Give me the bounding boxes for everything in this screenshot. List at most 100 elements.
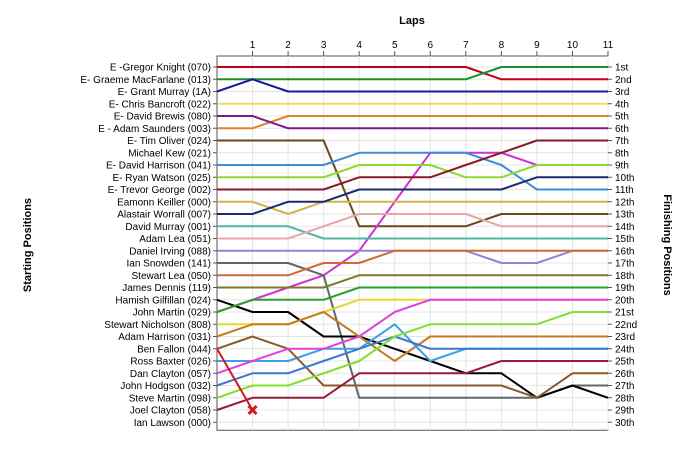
start-position-label: Daniel Irving (088)	[129, 246, 211, 257]
driver-series-line	[216, 311, 608, 399]
finish-position-label: 8th	[615, 148, 629, 159]
driver-series-line	[216, 348, 254, 411]
finish-position-label: 20th	[615, 295, 634, 306]
driver-series-line	[216, 286, 608, 313]
driver-series-line	[217, 200, 608, 215]
start-position-label: Adam Harrison (031)	[118, 332, 211, 343]
lap-tick-label: 2	[285, 40, 291, 51]
finish-position-label: 29th	[615, 406, 634, 417]
finish-position-label: 30th	[615, 418, 634, 429]
driver-series-line	[216, 360, 608, 411]
start-position-label: E- David Brewis (080)	[114, 112, 211, 123]
start-position-label: John Hodgson (032)	[120, 381, 211, 392]
start-position-label: Stewart Lea (050)	[132, 271, 212, 282]
retired-marker	[247, 404, 258, 416]
start-position-label: Hamish Gilfillan (024)	[115, 295, 211, 306]
start-position-label: John Martin (029)	[133, 308, 211, 319]
finish-position-label: 1st	[615, 63, 629, 74]
finish-position-label: 7th	[615, 136, 629, 147]
driver-series-line	[217, 115, 608, 130]
finish-position-label: 18th	[615, 271, 634, 282]
finish-position-label: 14th	[615, 222, 634, 233]
finish-position-label: 26th	[615, 369, 634, 380]
driver-series-line	[216, 311, 608, 362]
lap-tick-label: 6	[427, 40, 433, 51]
start-position-label: Dan Clayton (057)	[130, 369, 211, 380]
driver-series-line	[217, 66, 608, 81]
lap-tick-label: 7	[463, 40, 469, 51]
driver-series-line	[217, 249, 608, 277]
start-position-label: Michael Kew (021)	[128, 148, 211, 159]
finish-position-label: 3rd	[615, 87, 629, 98]
finish-position-label: 5th	[615, 112, 629, 123]
driver-series-line	[217, 274, 608, 289]
start-position-label: Eamonn Keiller (000)	[117, 197, 211, 208]
driver-series-line	[216, 335, 608, 387]
driver-series-line	[216, 298, 609, 399]
start-position-label: E- David Harrison (041)	[106, 161, 211, 172]
driver-series-line	[217, 66, 608, 81]
start-position-label: Adam Lea (051)	[139, 234, 211, 245]
right-axis-title: Finishing Positions	[661, 194, 673, 295]
driver-series-line	[217, 225, 608, 240]
lap-tick-label: 5	[392, 40, 398, 51]
start-position-label: E - Adam Saunders (003)	[98, 124, 211, 135]
finish-position-label: 13th	[615, 210, 634, 221]
start-position-label: E- Chris Bancroft (022)	[109, 99, 211, 110]
finish-position-label: 4th	[615, 99, 629, 110]
finish-position-label: 10th	[615, 173, 634, 184]
label-layer: 1 2 3 4 5 6 7 8 9 10 11E -Gregor Knight (070)E- Gr…	[80, 40, 637, 429]
finish-position-label: 27th	[615, 381, 634, 392]
top-axis-title: Laps	[399, 15, 425, 27]
start-position-label: Ian Lawson (000)	[134, 418, 211, 429]
driver-series-line	[217, 115, 608, 130]
start-position-label: Ian Snowden (141)	[126, 259, 211, 270]
driver-series-line	[216, 335, 608, 399]
lap-tick-label: 10	[567, 40, 579, 51]
finish-position-label: 11th	[615, 185, 634, 196]
finish-position-label: 2nd	[615, 75, 632, 86]
finish-position-label: 25th	[615, 357, 634, 368]
driver-series-line	[216, 298, 608, 375]
start-position-label: Joel Clayton (058)	[130, 406, 211, 417]
start-position-label: Steve Martin (098)	[129, 393, 211, 404]
series-layer	[216, 66, 609, 416]
finish-position-label: 16th	[615, 246, 634, 257]
lap-tick-label: 1	[250, 40, 256, 51]
start-position-label: Ross Baxter (026)	[130, 357, 211, 368]
start-position-label: David Murray (001)	[125, 222, 211, 233]
finish-position-label: 28th	[615, 393, 634, 404]
lap-tick-label: 8	[499, 40, 505, 51]
start-position-label: E- Tim Oliver (024)	[127, 136, 211, 147]
finish-position-label: 22nd	[615, 320, 637, 331]
start-position-label: E -Gregor Knight (070)	[110, 63, 211, 74]
driver-series-line	[217, 176, 608, 215]
left-axis-title: Starting Positions	[22, 198, 34, 292]
start-position-label: Ben Fallon (044)	[137, 344, 211, 355]
driver-series-line	[217, 164, 608, 179]
finish-position-label: 19th	[615, 283, 634, 294]
driver-series-line	[217, 151, 608, 191]
start-position-label: E- Ryan Watson (025)	[112, 173, 211, 184]
finish-position-label: 23rd	[615, 332, 635, 343]
finish-position-label: 12th	[615, 197, 634, 208]
start-position-label: Alastair Worrall (007)	[117, 210, 211, 221]
finish-position-label: 15th	[615, 234, 634, 245]
start-position-label: James Dennis (119)	[122, 283, 211, 294]
start-position-label: E- Grant Murray (1A)	[118, 87, 211, 98]
finish-position-label: 24th	[615, 344, 634, 355]
driver-series-line	[217, 139, 608, 228]
finish-position-label: 17th	[615, 259, 634, 270]
finish-position-label: 21st	[615, 308, 634, 319]
finish-position-label: 6th	[615, 124, 629, 135]
finish-position-label: 9th	[615, 161, 629, 172]
driver-series-line	[216, 78, 608, 93]
lap-tick-label: 4	[356, 40, 362, 51]
lap-tick-label: 3	[321, 40, 327, 51]
start-position-label: E- Graeme MacFarlane (013)	[80, 75, 211, 86]
start-position-label: Stewart Nicholson (808)	[104, 320, 211, 331]
lap-tick-label: 11	[603, 40, 614, 51]
lap-tick-label: 9	[534, 40, 540, 51]
